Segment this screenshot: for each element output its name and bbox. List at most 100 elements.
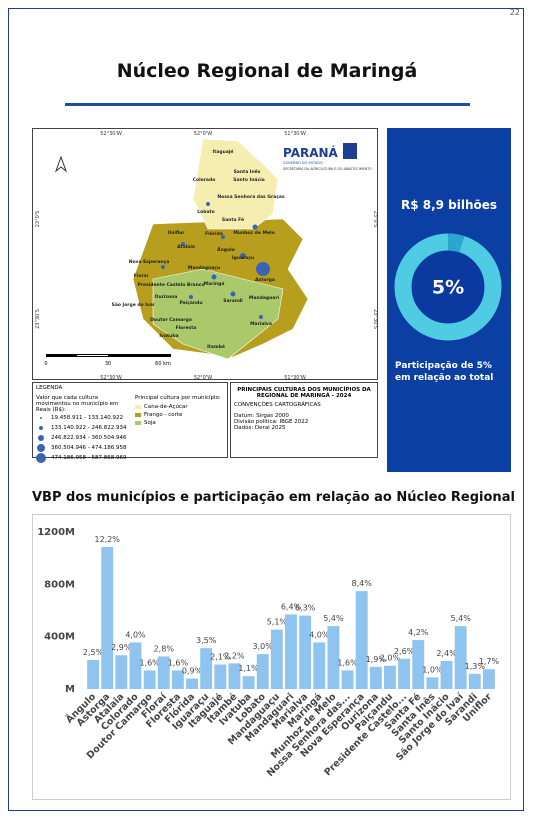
municipality-label: Colorado <box>193 177 216 183</box>
coord-label: 23°30'S <box>372 309 378 329</box>
bar <box>285 614 297 689</box>
scale-label: 0 <box>44 361 47 367</box>
bar <box>270 629 283 689</box>
share-label: 2,8% <box>154 644 175 653</box>
legend-swatch <box>135 405 141 409</box>
legend-crops: Principal cultura por município: Cana-de… <box>135 395 227 427</box>
share-label: 1,6% <box>337 658 358 667</box>
page-number: 22 <box>509 8 520 17</box>
municipality-label: Maringá <box>204 280 225 287</box>
share-label: 1,9% <box>366 655 387 664</box>
chart-box: M 400M 800M 1200M 2,5% Ângulo 12,2% Astorga 2,9%… <box>32 514 511 800</box>
municipality-label: Astorga <box>255 277 275 283</box>
legend-range: 246.822.934 - 360.504.946 <box>36 433 131 443</box>
kpi-card: R$ 8,9 bilhões 5% Participação de 5% em … <box>387 128 511 472</box>
municipality-label: Ivatuba <box>159 333 178 339</box>
municipality-label: Paiçandu <box>179 300 202 306</box>
donut: 5% <box>394 233 502 341</box>
logo-name: PARANÁ <box>283 145 339 160</box>
coord-label: 51°30'W <box>284 375 306 380</box>
municipality-label: Marialva <box>250 321 272 327</box>
legend-crop-label: Cana-de-Açúcar <box>144 404 188 410</box>
municipality-label: Lobato <box>197 209 214 215</box>
bar <box>115 655 128 689</box>
municipality-label: Doutor Camargo <box>150 317 192 323</box>
legend-swatch <box>135 421 141 425</box>
bar <box>228 663 241 689</box>
kpi-caption: Participação de 5% em relação ao total <box>395 361 494 383</box>
coord-label: 52°30'W <box>100 375 122 380</box>
legend-range-label: 474.186.958 - 587.868.969 <box>51 455 127 461</box>
kpi-value: R$ 8,9 bilhões <box>400 198 498 212</box>
legend: LEGENDA Valor que cada cultura movimento… <box>32 382 228 463</box>
share-label: 4,2% <box>408 628 429 637</box>
scale-label: 30 <box>105 361 111 367</box>
coord-label: 52°0'W <box>194 375 212 380</box>
north-arrow <box>54 155 68 173</box>
share-label: 1,7% <box>479 657 500 666</box>
legend-range-label: 19.458.911 - 133.140.922 <box>51 415 123 421</box>
bar <box>454 626 467 689</box>
bar <box>214 664 227 689</box>
legend-swatch <box>135 413 141 417</box>
bar <box>143 670 156 689</box>
municipality-label: Ourizona <box>155 294 178 300</box>
y-tick-label: 400M <box>44 632 75 643</box>
legend-value-title: Valor que cada cultura movimentou no mun… <box>36 395 119 413</box>
map-conventions: CONVENÇÕES CARTOGRÁFICAS <box>234 402 321 408</box>
donut-share <box>447 233 465 253</box>
scale-bar-segment <box>77 355 108 356</box>
legend-crop: Frango - corte <box>135 411 227 419</box>
logo-gov: GOVERNO DO ESTADO <box>283 161 323 165</box>
municipality-label: Santa Fé <box>222 216 244 223</box>
legend-range-label: 133.140.922 - 246.822.934 <box>51 425 127 431</box>
bar <box>412 640 425 689</box>
share-label: 1,0% <box>422 665 443 674</box>
municipality-label: Iguaraçu <box>232 255 254 261</box>
bar <box>327 626 340 689</box>
bar <box>440 661 453 689</box>
legend-crop: Cana-de-Açúcar <box>135 403 227 411</box>
legend-bubble <box>37 444 45 452</box>
share-label: 12,2% <box>94 535 120 544</box>
municipality-label: Atalaia <box>177 244 195 250</box>
share-label: 1,6% <box>139 658 160 667</box>
coord-label: 23°30'S <box>35 309 41 329</box>
map-title-block: PRINCIPAIS CULTURAS DOS MUNICÍPIOS DA RE… <box>230 382 378 458</box>
share-label: 2,9% <box>111 643 132 652</box>
municipality-label: Presidente Castelo Branco <box>137 282 204 288</box>
legend-crop-label: Soja <box>144 420 156 426</box>
region-soy <box>152 268 284 360</box>
chart-title: VBP dos municípios e participação em rel… <box>32 490 515 505</box>
share-label: 5,4% <box>450 614 471 623</box>
share-label: 2,6% <box>394 647 415 656</box>
region-poultry <box>192 138 279 230</box>
bar <box>384 665 396 689</box>
bar <box>157 656 170 689</box>
map-title: PRINCIPAIS CULTURAS DOS MUNICÍPIOS DA RE… <box>237 387 371 399</box>
legend-crop: Soja <box>135 419 227 427</box>
coord-label: 52°0'W <box>194 131 212 137</box>
municipality-label: Santo Inácio <box>233 176 265 183</box>
municipality-label: Itaguajé <box>213 148 234 155</box>
scale-label: 60 km <box>155 361 171 367</box>
share-label: 1,1% <box>238 664 259 673</box>
bar <box>355 591 368 689</box>
legend-bubble <box>36 453 46 463</box>
municipality-label: Itambé <box>207 343 225 350</box>
bar <box>171 670 184 689</box>
share-label: 4,0% <box>125 630 146 639</box>
bar <box>101 546 114 689</box>
municipality-label: Ângulo <box>217 246 235 253</box>
share-label: 5,4% <box>323 614 344 623</box>
municipality-label: Mandaguari <box>249 295 280 301</box>
logo-dept: SECRETARIA DA AGRICULTURA E DO ABASTECIM… <box>283 167 372 171</box>
scale-bar <box>46 354 171 357</box>
legend-range: 360.504.946 - 474.186.958 <box>36 443 131 453</box>
bar <box>256 654 269 689</box>
y-tick-label: 800M <box>44 579 75 590</box>
municipality-label: Floraí <box>134 272 149 279</box>
bar <box>186 678 198 689</box>
municipality-label: Santa Inês <box>234 168 261 175</box>
